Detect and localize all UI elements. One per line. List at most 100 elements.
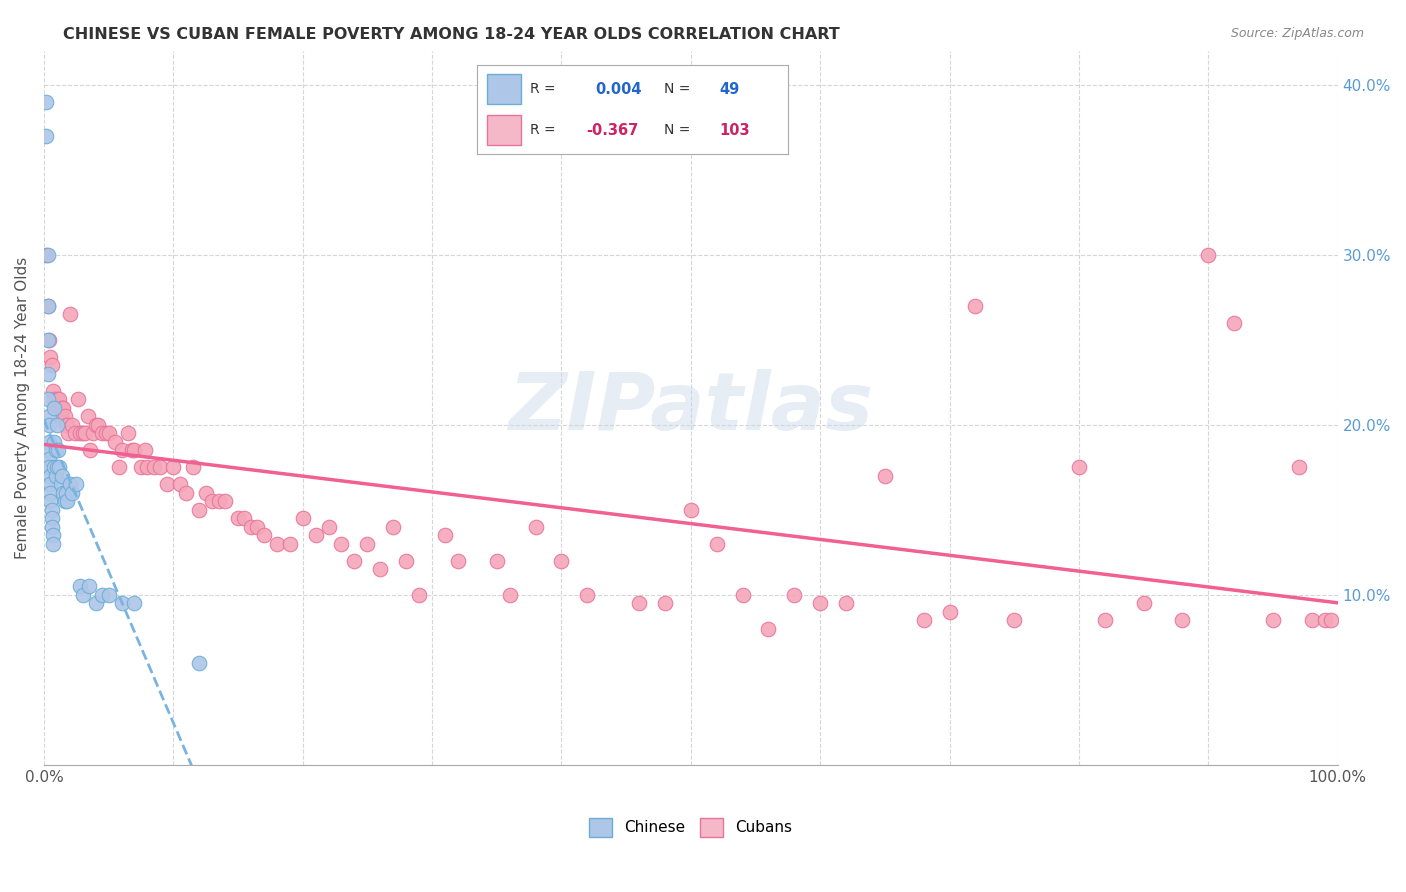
Point bbox=[1067, 460, 1090, 475]
Point bbox=[44, 401, 66, 415]
Point bbox=[87, 417, 110, 432]
Point bbox=[783, 588, 806, 602]
Point bbox=[37, 392, 59, 407]
Point bbox=[72, 426, 94, 441]
Point bbox=[46, 443, 69, 458]
Point bbox=[35, 95, 58, 109]
Point bbox=[41, 503, 63, 517]
Point bbox=[38, 443, 60, 458]
Point bbox=[39, 486, 62, 500]
Point bbox=[60, 486, 83, 500]
Point bbox=[938, 605, 960, 619]
Point bbox=[44, 392, 66, 407]
Point bbox=[44, 401, 66, 415]
Point bbox=[1094, 614, 1116, 628]
Point bbox=[55, 486, 77, 500]
Point bbox=[266, 537, 288, 551]
Point bbox=[39, 477, 62, 491]
Point bbox=[1301, 614, 1323, 628]
Point bbox=[124, 597, 146, 611]
Point bbox=[58, 426, 80, 441]
Point bbox=[42, 528, 65, 542]
Point bbox=[873, 469, 896, 483]
Point bbox=[835, 597, 858, 611]
Point bbox=[758, 622, 780, 636]
Point bbox=[304, 528, 326, 542]
Text: Source: ZipAtlas.com: Source: ZipAtlas.com bbox=[1230, 27, 1364, 40]
Point bbox=[41, 520, 63, 534]
Point bbox=[39, 494, 62, 508]
Point bbox=[37, 299, 59, 313]
Point bbox=[1261, 614, 1284, 628]
Point bbox=[142, 460, 165, 475]
Point bbox=[246, 520, 269, 534]
Text: ZIPatlas: ZIPatlas bbox=[508, 369, 873, 447]
Point bbox=[207, 494, 229, 508]
Point bbox=[56, 417, 79, 432]
Point bbox=[37, 299, 59, 313]
Point bbox=[37, 333, 59, 347]
Point bbox=[174, 486, 197, 500]
Point bbox=[72, 588, 94, 602]
Point bbox=[38, 333, 60, 347]
Point bbox=[226, 511, 249, 525]
Point bbox=[124, 443, 146, 458]
Point bbox=[485, 554, 508, 568]
Point bbox=[45, 417, 67, 432]
Point bbox=[117, 426, 139, 441]
Point bbox=[162, 460, 184, 475]
Point bbox=[97, 426, 120, 441]
Point bbox=[382, 520, 405, 534]
Point bbox=[291, 511, 314, 525]
Point bbox=[1197, 248, 1219, 262]
Text: CHINESE VS CUBAN FEMALE POVERTY AMONG 18-24 YEAR OLDS CORRELATION CHART: CHINESE VS CUBAN FEMALE POVERTY AMONG 18… bbox=[63, 27, 839, 42]
Point bbox=[395, 554, 418, 568]
Point bbox=[1288, 460, 1310, 475]
Point bbox=[498, 588, 520, 602]
Point bbox=[447, 554, 470, 568]
Point bbox=[233, 511, 256, 525]
Point bbox=[75, 426, 97, 441]
Point bbox=[35, 128, 58, 143]
Point bbox=[808, 597, 831, 611]
Point bbox=[679, 503, 702, 517]
Point bbox=[59, 307, 82, 321]
Point bbox=[1313, 614, 1336, 628]
Point bbox=[201, 494, 224, 508]
Point bbox=[41, 359, 63, 373]
Point bbox=[343, 554, 366, 568]
Point bbox=[42, 384, 65, 398]
Point bbox=[69, 579, 91, 593]
Point bbox=[91, 426, 114, 441]
Point bbox=[433, 528, 456, 542]
Point bbox=[41, 511, 63, 525]
Point bbox=[38, 409, 60, 424]
Point bbox=[84, 597, 107, 611]
Point bbox=[134, 443, 156, 458]
Point bbox=[51, 469, 73, 483]
Point bbox=[110, 443, 132, 458]
Point bbox=[48, 392, 70, 407]
Point bbox=[39, 469, 62, 483]
Point bbox=[524, 520, 547, 534]
Point bbox=[253, 528, 276, 542]
Point bbox=[169, 477, 191, 491]
Point bbox=[53, 494, 76, 508]
Point bbox=[654, 597, 676, 611]
Point bbox=[60, 417, 83, 432]
Point bbox=[188, 503, 211, 517]
Point bbox=[49, 409, 72, 424]
Point bbox=[731, 588, 754, 602]
Point bbox=[1002, 614, 1025, 628]
Point bbox=[37, 248, 59, 262]
Point bbox=[194, 486, 217, 500]
Point bbox=[51, 401, 73, 415]
Point bbox=[1171, 614, 1194, 628]
Point bbox=[52, 401, 75, 415]
Point bbox=[368, 562, 391, 576]
Point bbox=[1320, 614, 1343, 628]
Point bbox=[330, 537, 353, 551]
Point bbox=[550, 554, 572, 568]
Point bbox=[104, 434, 127, 449]
Point bbox=[149, 460, 172, 475]
